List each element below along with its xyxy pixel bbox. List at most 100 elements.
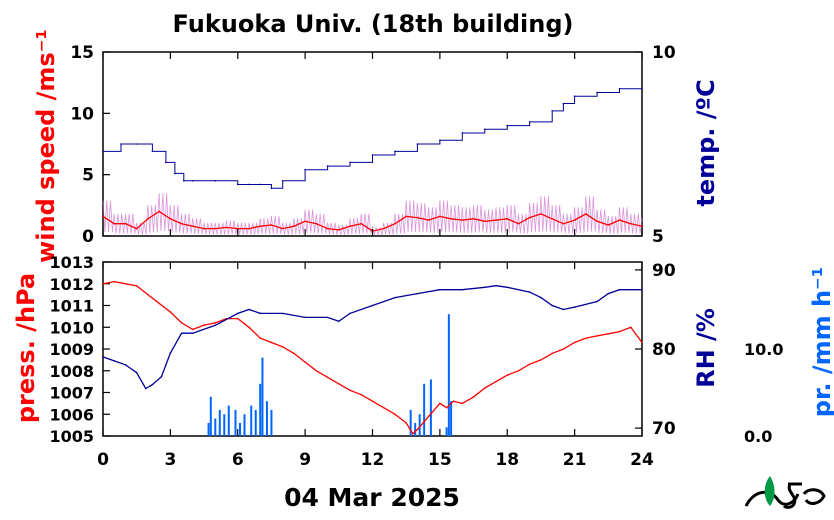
pressure-line-point <box>405 422 407 424</box>
wind-speed-line-point <box>281 227 284 230</box>
rh-tick-label: 80 <box>652 340 676 360</box>
logo-icon <box>744 476 826 509</box>
wind-speed-line-point <box>506 218 509 220</box>
wind-speed-line-point <box>135 227 138 230</box>
x-tick-label: 12 <box>361 450 385 470</box>
x-tick-label: 3 <box>164 450 176 470</box>
pressure-line-point <box>596 335 598 337</box>
wind-speed-line-point <box>585 213 587 215</box>
temperature-line-point <box>165 161 167 164</box>
pressure-line-point <box>629 326 632 329</box>
wind-tick-label: 15 <box>70 43 94 63</box>
wind-speed-line-point <box>439 215 441 218</box>
temperature-line-point <box>551 110 553 112</box>
temperature-line-point <box>618 88 621 90</box>
precip-axis-label: pr. /mm h⁻¹ <box>808 267 834 417</box>
pressure-line-point <box>452 400 455 403</box>
rh-line-point <box>439 288 441 291</box>
wind-speed-line-point <box>169 218 172 220</box>
rh-line-point <box>102 356 104 358</box>
pressure-line-point <box>349 389 351 392</box>
temperature-line-point <box>461 132 464 134</box>
wind-speed-line-point <box>113 222 116 225</box>
pressure-line-point <box>528 363 531 366</box>
pressure-line-point <box>180 322 183 324</box>
temperature-line-point <box>506 124 509 127</box>
rh-line <box>102 285 642 390</box>
wind-speed-line-point <box>214 227 217 230</box>
precip-bar <box>265 401 268 436</box>
wind-speed-line-point <box>203 227 205 230</box>
rh-line-point <box>192 332 194 334</box>
pressure-line-point <box>203 324 205 326</box>
bottom-panel-frame <box>102 261 643 437</box>
wind-speed-line-point <box>124 222 127 225</box>
wind-speed-line-point <box>360 222 363 225</box>
temperature-line-point <box>562 102 565 105</box>
date-label: 04 Mar 2025 <box>284 483 460 512</box>
rh-tick-label: 90 <box>652 261 676 281</box>
top-left-axis: 0 5 10 15 <box>70 43 110 247</box>
wind-speed-line-point <box>248 227 250 230</box>
temperature-line-point <box>371 154 374 156</box>
pressure-line-point <box>135 285 138 287</box>
temperature-line-point <box>270 187 273 189</box>
pressure-line-point <box>641 341 643 344</box>
precip-axis: 0.0 10.0 <box>744 340 783 446</box>
temperature-line-point <box>573 95 576 97</box>
pressure-line-point <box>124 282 127 285</box>
pressure-line-point <box>506 374 509 376</box>
rh-line-point <box>124 364 127 366</box>
temperature-line-point <box>214 180 217 182</box>
wind-speed-line-point <box>427 219 430 221</box>
precip-bar <box>254 409 257 436</box>
wind-speed-line-point <box>315 222 318 225</box>
wind-speed-line-point <box>293 225 295 227</box>
rh-axis-label: RH /% <box>692 308 720 388</box>
rh-line-point <box>135 371 138 374</box>
rh-line-point <box>573 306 576 308</box>
wind-speed-line-point <box>562 222 565 225</box>
wind-speed-line-point <box>394 222 396 225</box>
rh-line-point <box>495 284 497 287</box>
rh-line-point <box>607 292 610 295</box>
pressure-line-point <box>248 326 250 329</box>
temperature-line-point <box>192 180 194 182</box>
wind-speed-line-point <box>607 224 610 226</box>
wind-speed-line-point <box>382 227 385 230</box>
chart-title: Fukuoka Univ. (18th building) <box>173 10 574 38</box>
top-panel-frame <box>102 51 643 237</box>
temperature-line-point <box>349 161 351 164</box>
pressure-line-point <box>573 341 576 344</box>
temperature-line-point <box>326 165 329 167</box>
rh-line-point <box>236 312 239 315</box>
precip-bar <box>259 383 262 436</box>
temperature-line-point <box>483 128 486 131</box>
wind-speed-line-point <box>618 219 621 221</box>
pressure-line-point <box>236 317 239 320</box>
precip-bar <box>243 414 246 436</box>
pressure-line-point <box>259 337 262 339</box>
x-tick-label: 18 <box>495 450 519 470</box>
temperature-line-point <box>596 91 598 94</box>
pressure-line-point <box>472 396 475 398</box>
temp-tick-label: 10 <box>652 43 676 63</box>
wind-speed-line-point <box>225 226 228 229</box>
pressure-line-point <box>192 328 194 331</box>
precip-bar <box>227 405 230 436</box>
rh-line-point <box>338 320 340 323</box>
pressure-line-point <box>483 387 486 389</box>
precip-bar <box>429 379 432 436</box>
rh-line-point <box>160 375 163 378</box>
pressure-line-point <box>371 400 374 403</box>
wind-speed-line-point <box>259 225 262 227</box>
x-tick-label: 15 <box>428 450 452 470</box>
pressure-line-point <box>382 406 385 409</box>
rh-line-point <box>371 304 374 307</box>
temperature-line <box>103 88 642 189</box>
rh-line-point <box>528 291 531 293</box>
precip-bar <box>209 396 212 436</box>
temperature-line-point <box>183 180 185 182</box>
temperature-line-point <box>394 150 396 153</box>
rh-line-point <box>144 387 147 390</box>
